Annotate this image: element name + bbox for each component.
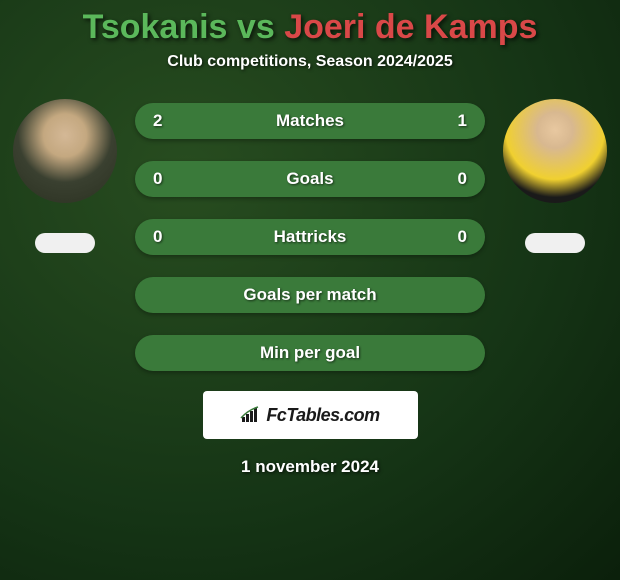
stat-left-value: 2 bbox=[153, 111, 173, 131]
stat-row: 2 Matches 1 bbox=[135, 103, 485, 139]
stat-label: Goals per match bbox=[243, 285, 376, 305]
player1-avatar bbox=[13, 99, 117, 203]
player1-flag bbox=[35, 233, 95, 253]
stat-right-value: 0 bbox=[447, 227, 467, 247]
vs-separator: vs bbox=[227, 8, 284, 46]
main-area: 2 Matches 1 0 Goals 0 0 Hattricks 0 Goals per mat… bbox=[0, 99, 620, 371]
player1-name: Tsokanis bbox=[83, 8, 228, 46]
stat-right-value: 0 bbox=[447, 169, 467, 189]
stat-row: 0 Goals 0 bbox=[135, 161, 485, 197]
player1-column bbox=[13, 99, 117, 253]
chart-bars-icon bbox=[240, 406, 262, 424]
stat-row: Min per goal bbox=[135, 335, 485, 371]
stat-row: Goals per match bbox=[135, 277, 485, 313]
footer-logo: FcTables.com bbox=[203, 391, 418, 439]
stat-label: Min per goal bbox=[260, 343, 360, 363]
stat-left-value: 0 bbox=[153, 227, 173, 247]
stat-label: Hattricks bbox=[274, 227, 347, 247]
stat-left-value: 0 bbox=[153, 169, 173, 189]
player2-column bbox=[503, 99, 607, 253]
stats-column: 2 Matches 1 0 Goals 0 0 Hattricks 0 Goals per mat… bbox=[135, 99, 485, 371]
stat-right-value: 1 bbox=[447, 111, 467, 131]
comparison-title: Tsokanis vs Joeri de Kamps bbox=[0, 8, 620, 47]
stat-label: Matches bbox=[276, 111, 344, 131]
subtitle: Club competitions, Season 2024/2025 bbox=[0, 53, 620, 71]
content-root: Tsokanis vs Joeri de Kamps Club competit… bbox=[0, 0, 620, 477]
logo-text: FcTables.com bbox=[266, 405, 379, 426]
stat-row: 0 Hattricks 0 bbox=[135, 219, 485, 255]
player2-flag bbox=[525, 233, 585, 253]
date-label: 1 november 2024 bbox=[0, 457, 620, 477]
player2-avatar bbox=[503, 99, 607, 203]
player2-name: Joeri de Kamps bbox=[284, 8, 537, 46]
stat-label: Goals bbox=[286, 169, 333, 189]
